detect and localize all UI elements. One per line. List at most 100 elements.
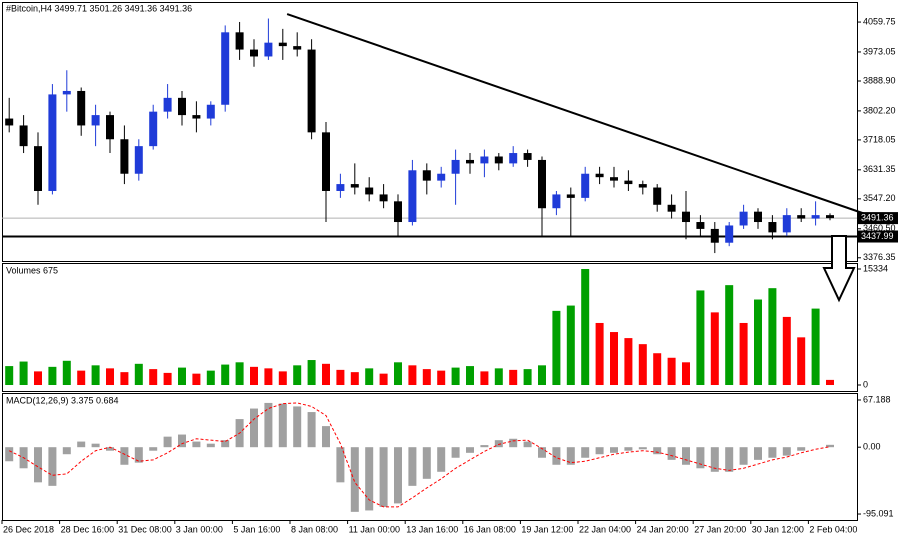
x-tick-label: 8 Jan 08:00 (291, 524, 338, 534)
macd-bar (581, 447, 590, 458)
candle-body (826, 215, 834, 219)
candle-body (106, 115, 114, 140)
macd-bar (192, 441, 201, 448)
x-tick-label: 28 Dec 16:00 (61, 524, 115, 534)
macd-bar (782, 447, 791, 456)
macd-bar (365, 447, 374, 511)
macd-bar (552, 447, 561, 465)
volume-bar (538, 365, 546, 386)
candle-body (62, 90, 71, 95)
candle-body (250, 49, 258, 57)
candle-body (682, 211, 690, 223)
x-tick-label: 5 Jan 16:00 (233, 524, 280, 534)
volume-bar (754, 299, 762, 386)
macd-bar (379, 447, 388, 507)
y-tick-label: 3376.35 (863, 252, 896, 262)
candle-body (91, 115, 100, 126)
y-tick-label: 67.188 (863, 394, 891, 404)
candle-body (336, 184, 345, 191)
volume-bar (48, 366, 57, 386)
volume-bar (782, 316, 791, 386)
macd-bar (264, 402, 273, 448)
x-tick-label: 31 Dec 08:00 (118, 524, 172, 534)
candle-body (768, 222, 777, 233)
candle-body (178, 97, 186, 116)
candle-body (350, 184, 359, 188)
volume-bar (480, 371, 489, 386)
volume-bar (307, 360, 316, 386)
macd-bar (163, 436, 172, 448)
volume-bar (235, 362, 244, 386)
y-tick-label: 3718.05 (863, 134, 896, 144)
macd-bar (739, 447, 748, 465)
macd-bar (610, 447, 618, 453)
volume-bar (552, 310, 561, 386)
candle-body (394, 201, 402, 223)
candle-body (566, 194, 575, 198)
volume-bar (768, 288, 777, 386)
volume-bar (77, 370, 86, 386)
macd-bar (206, 443, 215, 448)
x-tick-label: 3 Jan 00:00 (176, 524, 223, 534)
candle-body (19, 125, 28, 147)
candle-body (725, 225, 734, 243)
price-panel (2, 2, 858, 262)
candle-body (120, 139, 129, 174)
candle-body (34, 146, 42, 191)
macd-bar (48, 447, 57, 486)
volume-bar (350, 372, 359, 386)
candle-body (782, 215, 791, 233)
macd-bar (480, 445, 489, 448)
macd-bar (682, 447, 690, 465)
candle-body (552, 194, 561, 209)
x-tick-label: 16 Jan 08:00 (464, 524, 516, 534)
macd-bar (696, 447, 705, 469)
volume-bar (19, 361, 28, 386)
macd-bar (422, 447, 431, 479)
volume-bar (466, 366, 474, 386)
down-arrow (822, 235, 856, 303)
volume-bar (221, 364, 230, 386)
macd-bar (725, 447, 734, 472)
macd-bar (538, 447, 546, 458)
x-tick-label: 13 Jan 16:00 (406, 524, 458, 534)
candle-body (48, 94, 57, 191)
volume-bar (509, 369, 518, 386)
volume-bar (322, 363, 330, 386)
macd-bar (494, 440, 503, 448)
price-label: 3437.99 (861, 231, 894, 241)
volume-bar (811, 308, 820, 386)
macd-bar (250, 408, 258, 448)
macd-bar (106, 447, 114, 451)
macd-bar (91, 443, 100, 448)
x-tick-label: 27 Jan 20:00 (694, 524, 746, 534)
macd-bar (278, 403, 287, 448)
y-tick-label: 3888.90 (863, 75, 896, 85)
candle-body (221, 32, 230, 105)
volume-bar (264, 368, 273, 386)
volume-bar (653, 353, 662, 386)
candle-body (739, 211, 748, 226)
volume-bar (408, 365, 417, 386)
macd-bar (322, 426, 330, 448)
candle-body (667, 204, 676, 212)
price-label-box (858, 230, 898, 243)
macd-bar (667, 447, 676, 460)
volume-bar (682, 362, 690, 386)
volume-panel (2, 263, 858, 392)
chart-title: #Bitcoin,H4 3499.71 3501.26 3491.36 3491… (6, 3, 192, 13)
candle-body (264, 42, 273, 57)
candle-body (624, 180, 633, 185)
macd-bar (77, 441, 86, 448)
volume-bar (494, 368, 503, 386)
volume-bar (422, 369, 431, 386)
candle-body (480, 156, 489, 164)
price-label-box (858, 212, 898, 225)
volume-bar (581, 269, 590, 386)
macd-bar (307, 412, 316, 448)
macd-bar (408, 447, 417, 486)
volume-bar (62, 360, 71, 386)
macd-bar (797, 447, 806, 451)
candle-body (437, 173, 446, 181)
y-tick-label: 3547.20 (863, 193, 896, 203)
